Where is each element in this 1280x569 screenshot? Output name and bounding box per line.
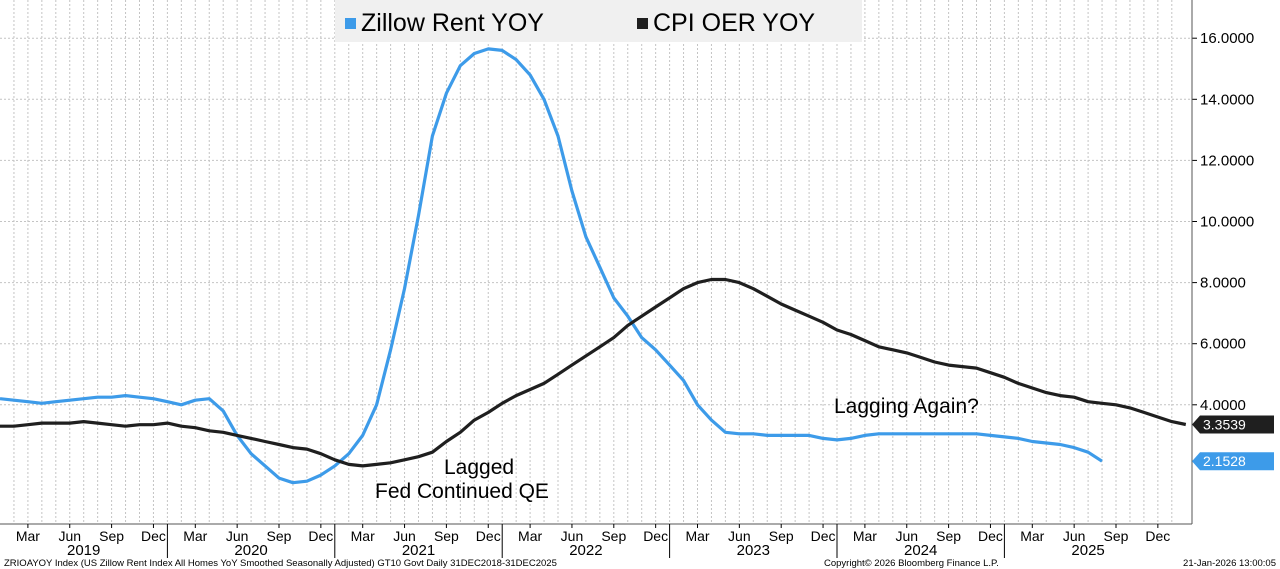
x-tick-label: Jun <box>1063 528 1086 544</box>
footer-source: ZRIOAYOY Index (US Zillow Rent Index All… <box>4 558 557 569</box>
legend-background <box>335 0 862 42</box>
x-tick-label: Jun <box>393 528 416 544</box>
x-tick-label: Mar <box>183 528 207 544</box>
x-tick-label: Sep <box>267 528 292 544</box>
x-tick-label: Dec <box>1145 528 1170 544</box>
x-tick-label: Mar <box>853 528 877 544</box>
x-axis: Mar Jun Sep Dec Mar Jun Sep Dec Mar Jun Sep Dec Mar J… <box>0 523 1192 559</box>
x-tick-label: Sep <box>1104 528 1129 544</box>
x-tick-label: Sep <box>769 528 794 544</box>
last-value-labels: 2.1528 3.3539 <box>1192 415 1274 471</box>
y-tick-label: 12.0000 <box>1200 152 1254 169</box>
x-tick-label: Jun <box>226 528 249 544</box>
x-tick-label: Sep <box>434 528 459 544</box>
x-tick-label: Jun <box>895 528 918 544</box>
annotation-label: Lagging Again? <box>834 395 979 418</box>
x-tick-label: Mar <box>351 528 375 544</box>
x-tick-label: Sep <box>601 528 626 544</box>
footer: ZRIOAYOY Index (US Zillow Rent Index All… <box>4 558 1276 569</box>
footer-copyright: Copyright© 2026 Bloomberg Finance L.P. <box>824 558 999 569</box>
series-line-zillow-rent <box>0 47 1103 485</box>
last-value-tag <box>1192 452 1274 471</box>
legend-swatch-cpi <box>637 18 648 29</box>
x-tick-label: Mar <box>518 528 542 544</box>
x-tick-label: Dec <box>811 528 836 544</box>
x-tick-label: Jun <box>561 528 584 544</box>
y-tick-label: 4.0000 <box>1200 397 1246 414</box>
y-tick-label: 6.0000 <box>1200 336 1246 353</box>
x-tick-label: Mar <box>16 528 40 544</box>
x-tick-label: Jun <box>58 528 81 544</box>
series-layer <box>0 47 1187 485</box>
x-year-label: 2022 <box>569 542 602 559</box>
x-tick-label: Dec <box>643 528 668 544</box>
annotation-label: Lagged <box>444 456 514 479</box>
last-value-tag <box>1192 415 1274 434</box>
x-year-label: 2025 <box>1071 542 1104 559</box>
series-line-cpi-oer <box>0 277 1187 468</box>
x-year-label: 2021 <box>402 542 435 559</box>
x-tick-label: Dec <box>141 528 166 544</box>
x-year-label: 2019 <box>67 542 100 559</box>
x-tick-label: Jun <box>728 528 751 544</box>
x-tick-label: Sep <box>936 528 961 544</box>
legend: Zillow Rent YOY CPI OER YOY <box>335 0 862 42</box>
y-tick-label: 14.0000 <box>1200 91 1254 108</box>
last-value-text: 3.3539 <box>1203 417 1246 433</box>
last-value-text: 2.1528 <box>1203 453 1246 469</box>
annotation-label: Fed Continued QE <box>375 480 549 503</box>
x-tick-label: Sep <box>99 528 124 544</box>
y-tick-label: 8.0000 <box>1200 275 1246 292</box>
x-year-label: 2024 <box>904 542 937 559</box>
legend-label-zillow: Zillow Rent YOY <box>361 9 544 37</box>
y-axis: 16.0000 14.0000 12.0000 10.0000 8.0000 6.0000… <box>1191 0 1254 524</box>
last-value-zillow-rent: 2.1528 <box>1192 452 1274 471</box>
x-year-label: 2023 <box>737 542 770 559</box>
x-tick-label: Dec <box>978 528 1003 544</box>
last-value-cpi-oer: 3.3539 <box>1192 415 1274 434</box>
footer-timestamp: 21-Jan-2026 13:00:05 <box>1183 558 1276 569</box>
x-year-label: 2020 <box>234 542 267 559</box>
x-tick-label: Mar <box>1020 528 1044 544</box>
y-tick-label: 16.0000 <box>1200 30 1254 47</box>
y-tick-label: 10.0000 <box>1200 214 1254 231</box>
x-tick-label: Mar <box>685 528 709 544</box>
x-tick-label: Dec <box>476 528 501 544</box>
x-tick-label: Dec <box>308 528 333 544</box>
legend-swatch-zillow <box>345 18 356 29</box>
legend-label-cpi: CPI OER YOY <box>653 9 815 37</box>
